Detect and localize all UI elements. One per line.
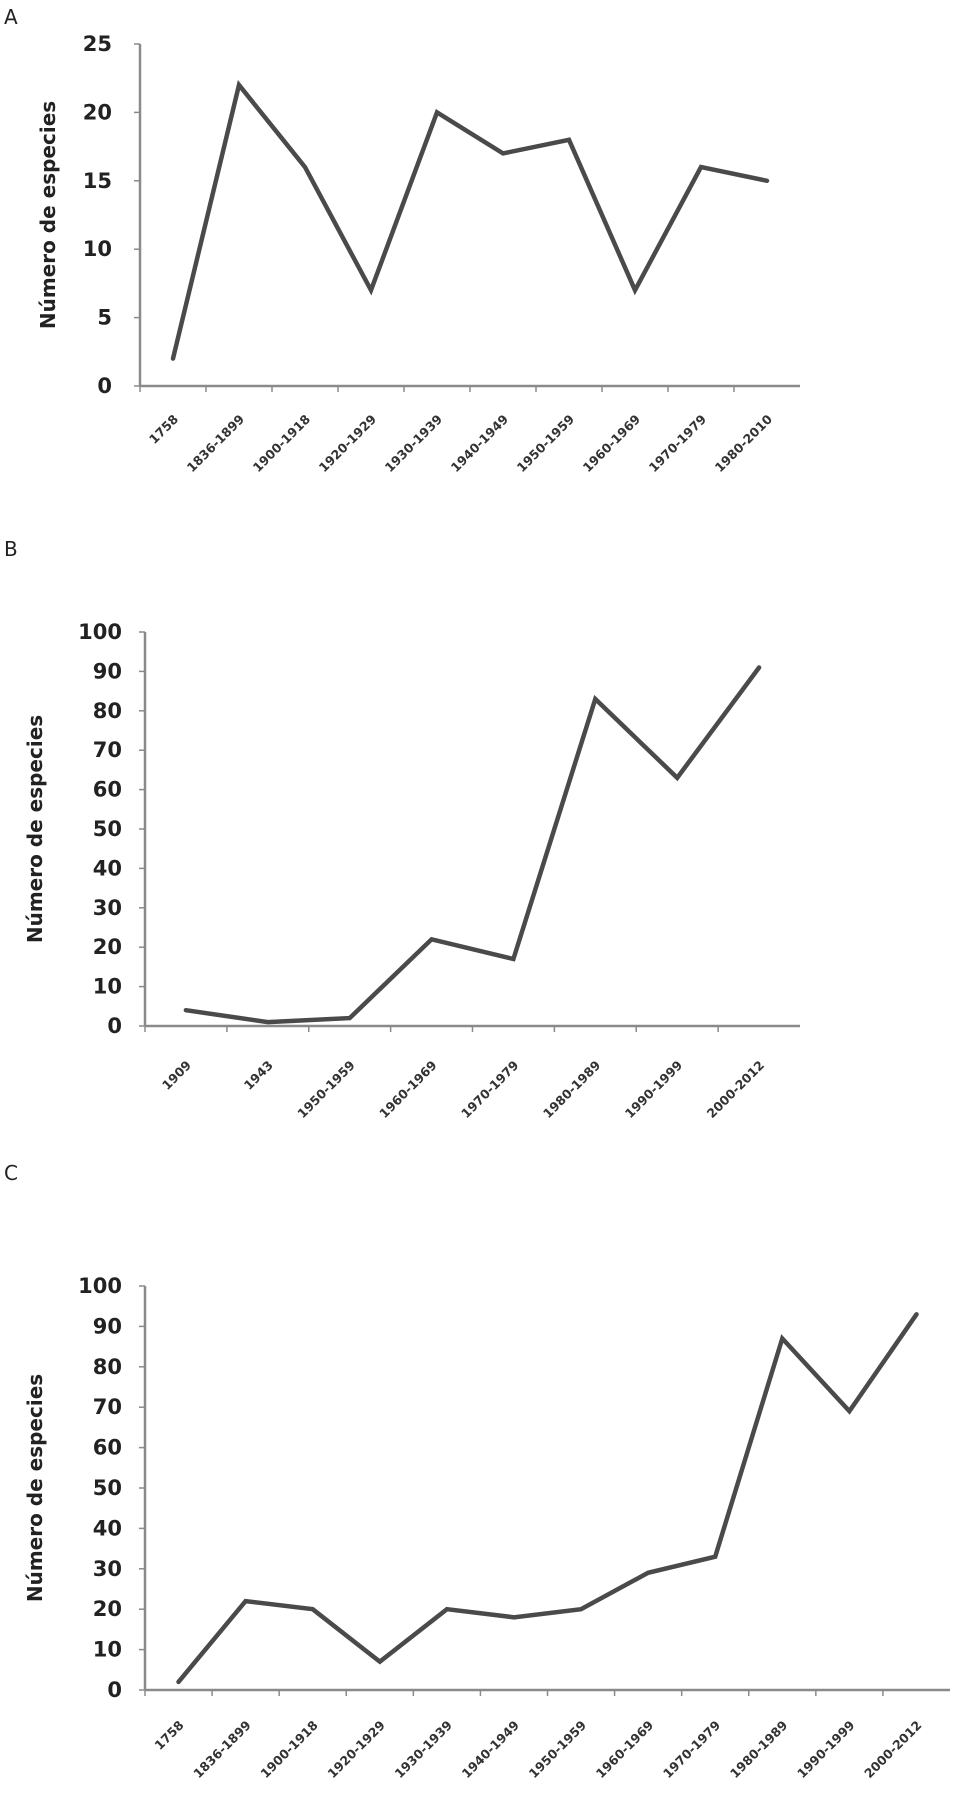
x-tick-label: 1900-1918 — [250, 412, 313, 475]
x-tick-label: 1758 — [151, 1718, 186, 1753]
y-axis-title: Número de especies — [36, 101, 60, 329]
x-tick-label: 1950-1959 — [514, 412, 577, 475]
y-tick-label: 0 — [107, 1014, 122, 1038]
x-tick-label: 1990-1999 — [794, 1718, 857, 1781]
x-tick-label: 1970-1979 — [646, 412, 709, 475]
x-tick-label: 1930-1939 — [382, 412, 445, 475]
y-tick-label: 10 — [83, 237, 112, 261]
x-tick-label: 1970-1979 — [660, 1718, 723, 1781]
y-tick-label: 80 — [93, 1355, 122, 1379]
x-tick-label: 1920-1929 — [316, 412, 379, 475]
y-tick-label: 30 — [93, 1557, 122, 1581]
panel-label: A — [4, 5, 18, 29]
y-tick-label: 100 — [78, 620, 122, 644]
y-tick-label: 10 — [93, 975, 122, 999]
series-line — [176, 1312, 919, 1685]
x-tick-label: 1990-1999 — [622, 1058, 685, 1121]
x-tick-label: 1950-1959 — [526, 1718, 589, 1781]
x-tick-label: 1980-1989 — [540, 1058, 603, 1121]
panel-label: B — [4, 537, 18, 561]
y-tick-label: 20 — [83, 100, 112, 124]
y-tick-label: 30 — [93, 896, 122, 920]
x-tick-label: 1758 — [146, 412, 181, 447]
y-axis-title: Número de especies — [23, 715, 47, 943]
x-tick-label: 1960-1969 — [376, 1058, 439, 1121]
x-tick-label: 1960-1969 — [593, 1718, 656, 1781]
y-tick-label: 5 — [97, 306, 112, 330]
x-tick-label: 1900-1918 — [257, 1718, 320, 1781]
x-tick-label: 2000-2012 — [861, 1718, 924, 1781]
y-tick-label: 10 — [93, 1638, 122, 1662]
panel-a: A 0 5 10 15 20 25 Número de especies 1758 1836-18… — [4, 5, 800, 475]
y-tick-label: 40 — [93, 856, 122, 880]
x-tick-label: 1943 — [241, 1058, 276, 1093]
y-tick-label: 50 — [93, 1476, 122, 1500]
y-tick-label: 60 — [93, 778, 122, 802]
panel-c: C 0 10 20 30 40 50 60 70 80 90 100 Número de especie… — [4, 1161, 950, 1781]
y-tick-label: 100 — [78, 1274, 122, 1298]
y-tick-label: 90 — [93, 1314, 122, 1338]
y-tick-label: 15 — [83, 169, 112, 193]
y-tick-label: 60 — [93, 1436, 122, 1460]
x-tick-label: 1836-1899 — [184, 412, 247, 475]
x-tick-label: 1980-1989 — [727, 1718, 790, 1781]
y-tick-label: 0 — [97, 374, 112, 398]
y-tick-label: 0 — [107, 1678, 122, 1702]
y-tick-label: 90 — [93, 659, 122, 683]
y-tick-label: 40 — [93, 1516, 122, 1540]
x-tick-label: 1909 — [159, 1058, 194, 1093]
x-tick-label: 1836-1899 — [190, 1718, 253, 1781]
y-tick-label: 25 — [83, 32, 112, 56]
x-tick-label: 2000-2012 — [704, 1058, 767, 1121]
x-tick-label: 1920-1929 — [324, 1718, 387, 1781]
series-line — [183, 665, 762, 1025]
x-tick-label: 1940-1949 — [448, 412, 511, 475]
x-tick-label: 1960-1969 — [580, 412, 643, 475]
y-tick-label: 20 — [93, 935, 122, 959]
y-axis-title: Número de especies — [23, 1374, 47, 1602]
y-tick-label: 80 — [93, 699, 122, 723]
y-tick-label: 20 — [93, 1597, 122, 1621]
x-tick-label: 1980-2010 — [712, 411, 776, 475]
y-tick-label: 70 — [93, 738, 122, 762]
x-tick-label: 1930-1939 — [392, 1718, 455, 1781]
series-line — [170, 80, 770, 361]
panel-label: C — [4, 1161, 18, 1185]
panel-b: B 0 10 20 30 40 50 60 70 80 90 100 Número de especie… — [4, 537, 800, 1121]
y-tick-label: 50 — [93, 817, 122, 841]
x-tick-label: 1940-1949 — [459, 1718, 522, 1781]
y-tick-label: 70 — [93, 1395, 122, 1419]
x-tick-label: 1950-1959 — [294, 1058, 357, 1121]
x-tick-label: 1970-1979 — [458, 1058, 521, 1121]
